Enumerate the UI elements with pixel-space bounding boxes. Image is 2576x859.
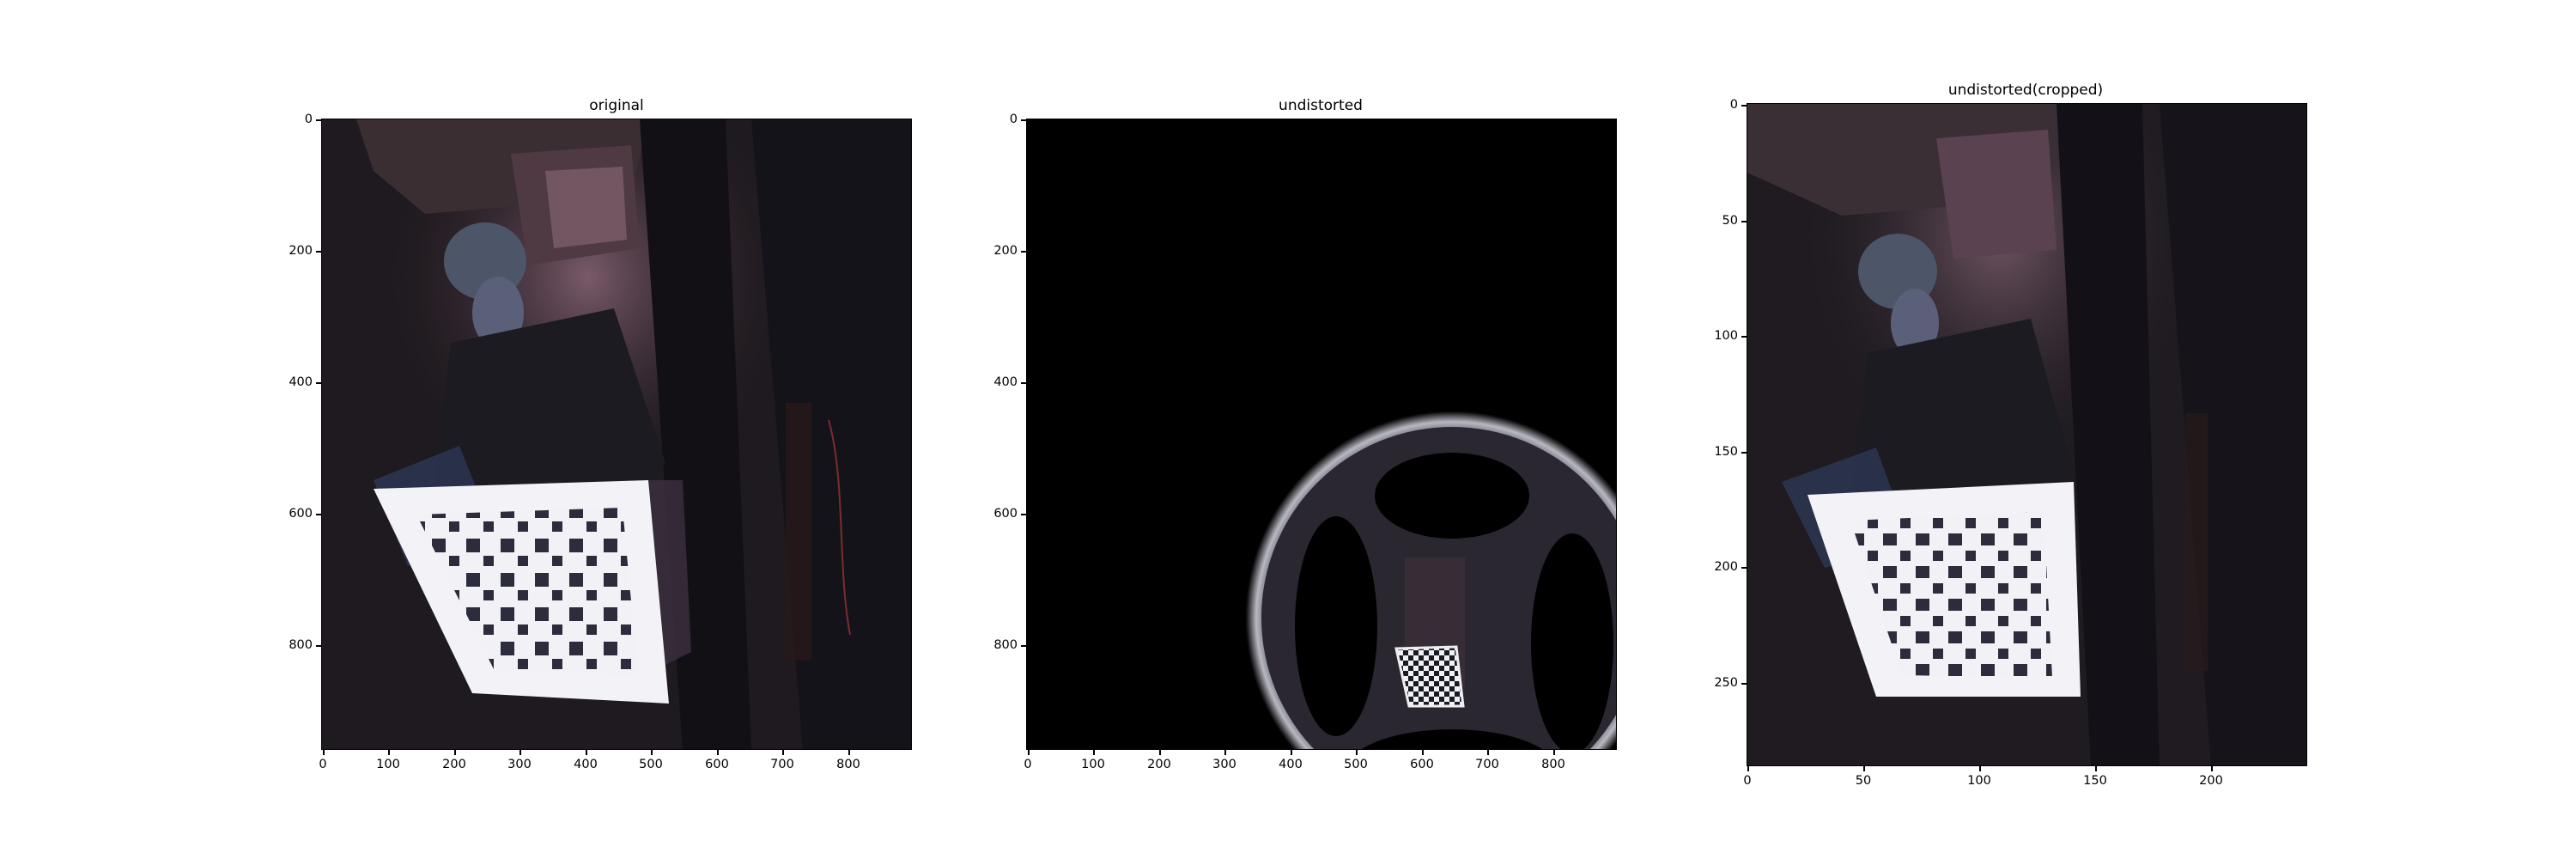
tick-mark <box>717 750 719 755</box>
tick-mark <box>388 750 390 755</box>
panel-title-cropped: undistorted(cropped) <box>1947 82 2104 99</box>
tick-label: 800 <box>289 638 313 652</box>
tick-mark <box>651 750 653 755</box>
tick-mark <box>316 119 321 121</box>
tick-label: 400 <box>289 375 313 389</box>
tick-label: 150 <box>1714 445 1738 459</box>
tick-label: 200 <box>1714 560 1738 574</box>
tick-label: 700 <box>770 758 794 771</box>
tick-label: 800 <box>1541 758 1565 771</box>
tick-mark <box>1291 750 1292 755</box>
tick-label: 300 <box>1212 758 1236 771</box>
tick-label: 50 <box>1722 214 1738 228</box>
tick-mark <box>1159 750 1161 755</box>
tick-label: 800 <box>836 758 860 771</box>
tick-mark <box>1741 105 1747 107</box>
tick-mark <box>1021 382 1026 384</box>
tick-label: 0 <box>1024 758 1032 771</box>
tick-mark <box>1422 750 1424 755</box>
tick-mark <box>1741 567 1747 569</box>
tick-mark <box>1021 251 1026 253</box>
tick-label: 600 <box>1410 758 1434 771</box>
tick-mark <box>316 382 321 384</box>
tick-label: 400 <box>574 758 598 771</box>
tick-label: 50 <box>1855 774 1872 788</box>
photo-cropped <box>1747 104 2306 765</box>
tick-label: 100 <box>376 758 400 771</box>
tick-mark <box>1487 750 1489 755</box>
tick-mark <box>454 750 456 755</box>
tick-mark <box>1021 119 1026 121</box>
tick-mark <box>1356 750 1358 755</box>
tick-mark <box>2211 766 2213 771</box>
tick-label: 0 <box>319 758 327 771</box>
panel-title-original: original <box>589 97 644 114</box>
tick-label: 400 <box>1279 758 1303 771</box>
image-undistorted <box>1026 119 1617 750</box>
tick-mark <box>1741 683 1747 685</box>
tick-label: 600 <box>289 507 313 521</box>
tick-mark <box>1553 750 1555 755</box>
tick-label: 700 <box>1475 758 1499 771</box>
tick-mark <box>586 750 587 755</box>
tick-mark <box>782 750 784 755</box>
tick-mark <box>1093 750 1095 755</box>
tick-label: 100 <box>1714 329 1738 343</box>
tick-label: 250 <box>1714 676 1738 690</box>
tick-mark <box>1741 221 1747 222</box>
tick-mark <box>316 514 321 515</box>
image-original <box>321 119 912 750</box>
tick-mark <box>1021 645 1026 647</box>
tick-label: 800 <box>993 638 1018 652</box>
tick-label: 100 <box>1967 774 1991 788</box>
tick-mark <box>323 750 325 755</box>
photo-original <box>322 119 911 749</box>
tick-label: 0 <box>304 113 313 126</box>
tick-label: 0 <box>1743 774 1752 788</box>
tick-label: 600 <box>705 758 729 771</box>
tick-mark <box>1741 452 1747 454</box>
tick-mark <box>1741 336 1747 338</box>
tick-label: 200 <box>289 244 313 258</box>
tick-label: 0 <box>1009 113 1018 126</box>
tick-mark <box>1021 514 1026 515</box>
tick-label: 500 <box>1344 758 1368 771</box>
tick-label: 200 <box>993 244 1018 258</box>
tick-label: 200 <box>1147 758 1171 771</box>
tick-mark <box>1224 750 1226 755</box>
tick-mark <box>1863 766 1865 771</box>
panel-title-undistorted: undistorted <box>1279 97 1363 114</box>
tick-label: 200 <box>2199 774 2223 788</box>
tick-mark <box>1747 766 1749 771</box>
tick-label: 0 <box>1729 98 1738 112</box>
tick-mark <box>848 750 850 755</box>
tick-label: 500 <box>639 758 663 771</box>
photo-undistorted <box>1027 119 1616 749</box>
tick-mark <box>1028 750 1030 755</box>
tick-mark <box>316 645 321 647</box>
tick-label: 600 <box>993 507 1018 521</box>
image-cropped <box>1747 103 2307 766</box>
tick-mark <box>2095 766 2097 771</box>
tick-label: 200 <box>442 758 466 771</box>
tick-mark <box>316 251 321 253</box>
tick-label: 400 <box>993 375 1018 389</box>
tick-label: 300 <box>507 758 532 771</box>
tick-label: 100 <box>1081 758 1105 771</box>
tick-label: 150 <box>2083 774 2107 788</box>
tick-mark <box>519 750 521 755</box>
tick-mark <box>1979 766 1981 771</box>
